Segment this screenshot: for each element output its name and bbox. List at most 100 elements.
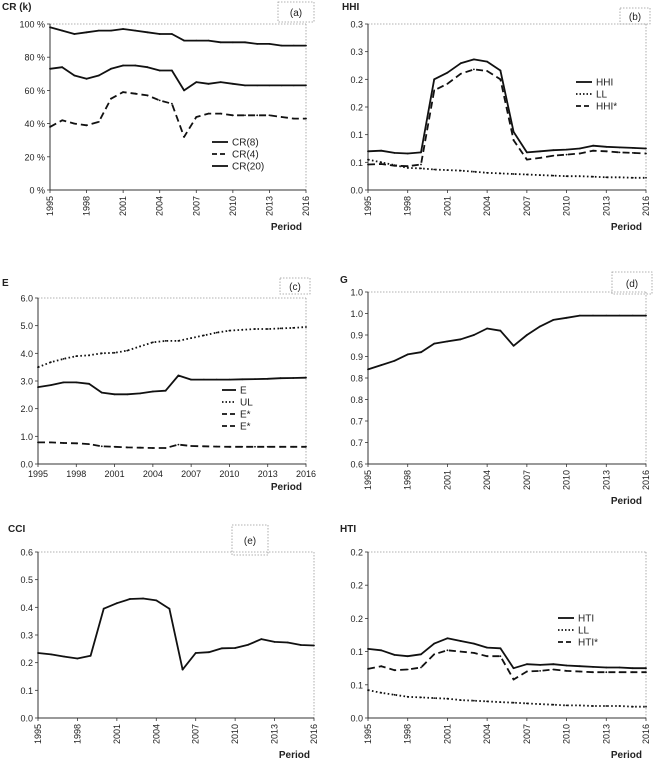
- x-axis-label: Period: [271, 222, 302, 233]
- x-tick-label: 2001: [118, 196, 128, 216]
- data-point: [75, 355, 78, 357]
- data-point: [234, 647, 237, 649]
- data-point: [85, 31, 88, 34]
- legend-label: E*: [240, 410, 251, 421]
- x-tick-label: 2007: [191, 724, 201, 744]
- data-point: [126, 393, 129, 396]
- data-point: [380, 364, 383, 366]
- data-point: [49, 26, 51, 29]
- data-point: [420, 351, 422, 354]
- data-point: [279, 377, 282, 380]
- data-point: [565, 664, 568, 667]
- data-point: [97, 29, 100, 32]
- data-point: [134, 29, 137, 32]
- data-point: [605, 150, 608, 153]
- data-point: [459, 72, 462, 75]
- data-point: [219, 81, 222, 83]
- y-tick-label: 0.1: [350, 130, 363, 140]
- data-point: [512, 173, 515, 175]
- legend-label: CR(20): [232, 162, 264, 173]
- data-point: [526, 670, 528, 673]
- data-point: [62, 381, 65, 384]
- data-point: [565, 153, 568, 156]
- data-point: [292, 377, 295, 379]
- data-point: [208, 651, 210, 654]
- series-line-ul: [37, 326, 307, 369]
- data-point: [486, 327, 488, 330]
- data-point: [631, 147, 634, 149]
- x-tick-label: 2010: [562, 470, 572, 490]
- y-tick-label: 3.0: [20, 377, 33, 387]
- data-point: [406, 167, 409, 169]
- x-tick-label: 2004: [482, 470, 492, 490]
- data-point: [393, 654, 396, 656]
- data-point: [446, 637, 449, 640]
- data-point: [190, 378, 193, 381]
- data-point: [203, 378, 205, 381]
- data-point: [565, 670, 568, 672]
- data-point: [73, 74, 76, 77]
- x-tick-label: 2007: [522, 196, 532, 216]
- data-point: [367, 163, 369, 166]
- data-point: [645, 705, 647, 708]
- data-point: [228, 445, 231, 448]
- y-tick-label: 0.2: [20, 658, 33, 668]
- data-point: [183, 89, 186, 92]
- data-point: [254, 328, 256, 330]
- data-point: [539, 150, 541, 153]
- y-tick-label: 0.1: [350, 647, 363, 657]
- series-line-e: [38, 441, 306, 449]
- data-point: [499, 701, 502, 703]
- data-point: [552, 154, 555, 157]
- x-tick-label: 2010: [562, 196, 572, 216]
- x-axis-label: Period: [611, 496, 642, 507]
- data-point: [420, 666, 422, 669]
- x-tick-label: 2016: [301, 196, 311, 216]
- data-point: [195, 116, 198, 118]
- data-point: [526, 334, 528, 336]
- legend-label: CR(8): [232, 138, 259, 149]
- data-point: [88, 382, 90, 385]
- data-point: [578, 152, 581, 155]
- data-point: [207, 112, 210, 115]
- data-point: [76, 657, 79, 660]
- data-point: [433, 642, 436, 645]
- y-tick-label: 0.5: [20, 575, 33, 585]
- data-point: [605, 314, 608, 317]
- data-point: [286, 641, 289, 644]
- data-point: [110, 97, 112, 100]
- data-point: [241, 328, 244, 331]
- data-point: [473, 699, 475, 702]
- y-tick-label: 0.3: [20, 631, 33, 641]
- data-point: [539, 670, 541, 672]
- data-point: [512, 139, 515, 142]
- x-tick-label: 2013: [601, 724, 611, 744]
- data-point: [499, 172, 502, 175]
- data-point: [254, 378, 256, 380]
- data-point: [592, 175, 594, 178]
- data-point: [279, 445, 282, 448]
- y-tick-label: 1.0: [350, 309, 363, 319]
- y-tick-label: 1.0: [350, 288, 363, 298]
- y-tick-label: 80 %: [24, 53, 45, 63]
- data-point: [512, 131, 515, 133]
- data-point: [305, 84, 307, 87]
- data-point: [380, 691, 383, 694]
- series-line-g: [367, 314, 646, 371]
- chart-panel-a: (a) CR (k) 0 % 20 % 40 % 60 % 80 % 100 % 1995 199…: [2, 1, 315, 233]
- data-point: [102, 607, 105, 610]
- y-tick-label: 0 %: [29, 186, 45, 196]
- data-point: [512, 344, 515, 347]
- data-point: [100, 391, 103, 394]
- data-point: [645, 667, 647, 670]
- data-point: [49, 361, 52, 364]
- data-point: [177, 374, 180, 377]
- data-point: [433, 78, 436, 81]
- data-point: [499, 69, 502, 72]
- data-point: [631, 705, 634, 708]
- series-line-cr4: [49, 91, 306, 138]
- data-point: [203, 334, 205, 337]
- data-point: [433, 342, 436, 345]
- data-point: [406, 668, 409, 671]
